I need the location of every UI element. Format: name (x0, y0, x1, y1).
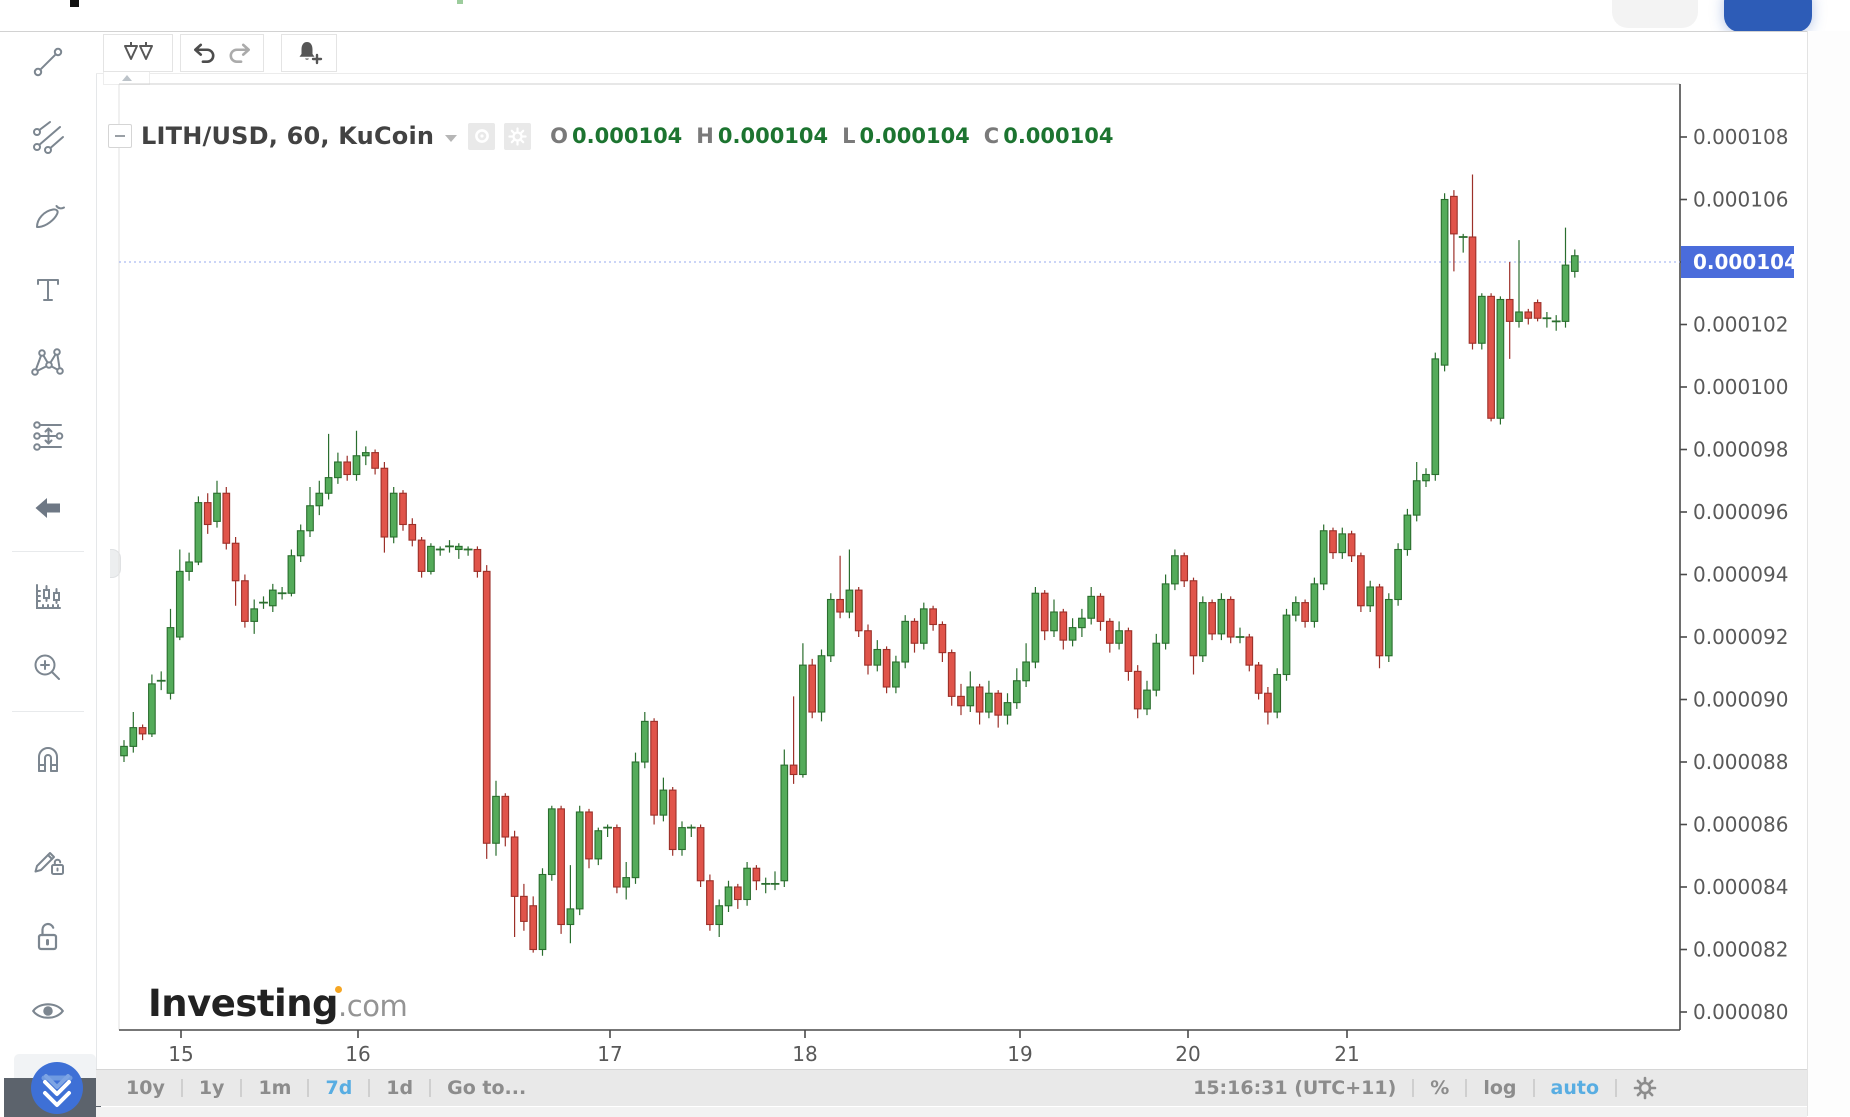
separator (1615, 1079, 1617, 1097)
gear-icon (508, 126, 527, 146)
range-7d[interactable]: 7d (325, 1077, 353, 1099)
separator (240, 1079, 243, 1097)
tool-xabcd-pattern[interactable] (26, 340, 70, 384)
open-value: 0.000104 (572, 124, 683, 148)
tool-hide-all[interactable] (26, 989, 70, 1033)
bottom-strip (96, 1107, 1807, 1117)
widget-border (1807, 31, 1808, 1116)
back-arrow-icon (35, 498, 60, 518)
text-icon (37, 279, 59, 301)
minus-icon (115, 135, 125, 137)
high-label: H (696, 124, 714, 148)
tool-trend-line[interactable] (26, 40, 70, 84)
range-10y[interactable]: 10y (126, 1077, 165, 1099)
decorative-fragment (457, 0, 463, 4)
symbol-title[interactable]: LITH/USD, 60, KuCoin (141, 122, 435, 150)
chevron-down-icon[interactable] (445, 134, 458, 142)
compare-button[interactable] (103, 34, 173, 72)
quick-compare-button[interactable] (468, 122, 496, 150)
zoom-in-icon (34, 654, 60, 680)
pitchfork-icon (33, 121, 64, 154)
price-axis[interactable] (1680, 84, 1807, 1030)
alert-bell-plus-icon (299, 42, 323, 65)
tool-zoom-in[interactable] (26, 646, 70, 690)
page-header (0, 0, 1850, 32)
site-logo-fragment (70, 0, 79, 7)
separator (1465, 1079, 1468, 1097)
drawing-tools-sidebar (0, 32, 101, 1117)
bar-pattern-icon (36, 584, 61, 609)
separator (1412, 1079, 1415, 1097)
investing-watermark: Investing .com (148, 982, 408, 1025)
tool-pitchfork[interactable] (26, 116, 70, 160)
low-value: 0.000104 (859, 124, 970, 148)
toolbar-collapse[interactable] (103, 72, 150, 85)
target-circle-icon (474, 129, 489, 143)
header-button-secondary[interactable] (1612, 0, 1698, 28)
tool-bar-pattern[interactable] (26, 575, 70, 619)
watermark-brand: Investing (148, 982, 339, 1025)
undo-redo-group (180, 34, 264, 72)
sidebar-divider (12, 551, 84, 552)
range-1d[interactable]: 1d (386, 1077, 414, 1099)
tool-projection[interactable] (26, 413, 70, 457)
percent-scale-button[interactable]: % (1430, 1077, 1450, 1099)
settings-gear-icon[interactable] (1633, 1076, 1657, 1100)
goto-button[interactable]: Go to... (447, 1077, 527, 1099)
low-label: L (842, 124, 856, 148)
page-gutter (1808, 31, 1850, 1116)
time-axis[interactable] (119, 1030, 1680, 1067)
projection-icon (33, 421, 64, 451)
xabcd-pattern-icon (31, 348, 64, 376)
chart-widget: LITH/USD, 60, KuCoin O 0.000104 H 0.000104 (0, 31, 1807, 1117)
trend-line-icon (33, 47, 63, 77)
separator (180, 1079, 183, 1097)
header-button-primary[interactable] (1724, 0, 1812, 32)
watermark-suffix: .com (338, 989, 408, 1023)
auto-scale-button[interactable]: auto (1550, 1077, 1599, 1099)
log-scale-button[interactable]: log (1483, 1077, 1517, 1099)
separator (368, 1079, 371, 1097)
brush-icon (36, 205, 65, 228)
redo-icon[interactable] (222, 40, 258, 66)
legend-collapse-button[interactable] (108, 124, 132, 148)
triangle-up-icon (121, 75, 132, 81)
tool-lock-all[interactable] (26, 915, 70, 959)
pencil-lock-icon (34, 852, 64, 875)
range-1y[interactable]: 1y (198, 1077, 225, 1099)
separator (1532, 1079, 1535, 1097)
undo-icon[interactable] (186, 40, 222, 66)
double-chevron-down-icon[interactable] (30, 1074, 84, 1116)
tool-magnet[interactable] (26, 737, 70, 781)
bottom-toolbar: 10y 1y 1m 7d 1d Go to... 15:16:31 (UTC+1… (96, 1069, 1807, 1106)
close-label: C (983, 124, 1000, 148)
watermark-orange-dot (335, 986, 342, 993)
chart-settings-button[interactable] (504, 122, 532, 150)
separator (307, 1079, 310, 1097)
open-label: O (550, 124, 569, 148)
ohlc-readout: O 0.000104 H 0.000104 L 0.000104 C 0.000104 (550, 124, 1113, 148)
separator (429, 1079, 432, 1097)
tool-text[interactable] (26, 267, 70, 311)
high-value: 0.000104 (717, 124, 829, 148)
chart-plot-area[interactable] (119, 84, 1680, 1030)
chart-legend: LITH/USD, 60, KuCoin O 0.000104 H 0.000104 (108, 120, 1113, 152)
tool-drawing-lock[interactable] (26, 839, 70, 883)
compare-scales-icon (124, 42, 153, 60)
close-value: 0.000104 (1003, 124, 1114, 148)
clock[interactable]: 15:16:31 (UTC+11) (1193, 1077, 1397, 1099)
unlock-icon (37, 922, 58, 951)
alert-button[interactable] (281, 34, 337, 72)
range-1m[interactable]: 1m (258, 1077, 292, 1099)
chart-toolbar (96, 32, 1807, 85)
tool-brush[interactable] (26, 194, 70, 238)
tool-hide-panel[interactable] (26, 488, 70, 532)
eye-icon (31, 1003, 65, 1019)
sidebar-divider (12, 711, 84, 712)
magnet-icon (38, 747, 58, 772)
